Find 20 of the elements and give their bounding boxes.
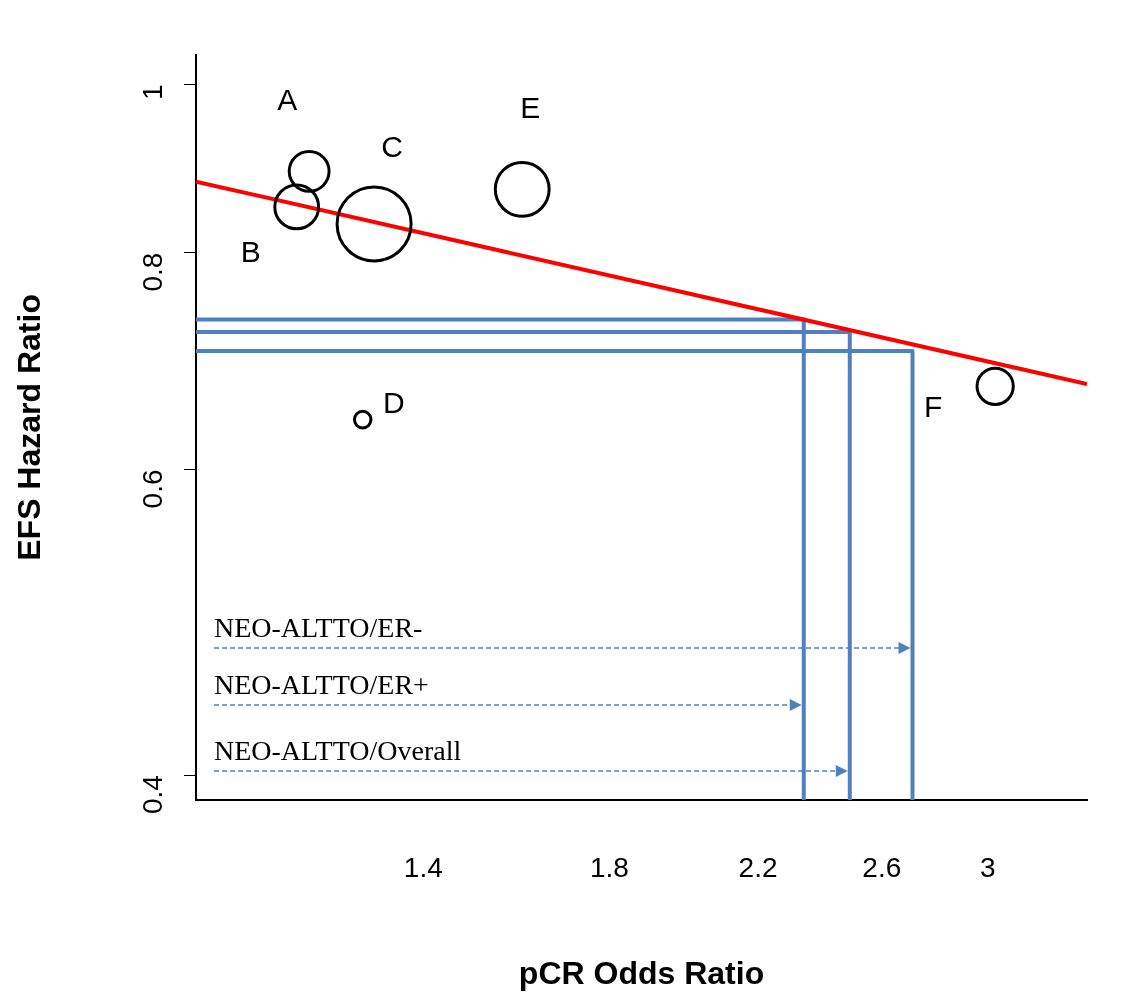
y-tick-label: 0.4 [136,775,168,815]
y-tick-label: 0.8 [136,252,168,292]
annotation: NEO-ALTTO/ER- [214,612,423,644]
annotation: C [381,130,403,164]
annotation: D [382,385,405,419]
y-axis-title: EFS Hazard Ratio [11,294,48,561]
x-axis-title: pCR Odds Ratio [518,954,765,991]
y-tick-label: 0.6 [136,469,168,509]
x-tick-label: 1.8 [589,851,629,883]
x-tick-label: 2.2 [738,851,778,883]
annotation: F [924,389,943,423]
x-tick-label: 1.4 [403,851,443,883]
annotation: B [240,235,261,269]
y-tick-label: 1 [136,84,168,100]
x-tick-label: 3 [980,851,996,883]
annotation: E [520,90,541,124]
x-tick-label: 2.6 [862,851,902,883]
annotation: NEO-ALTTO/Overall [214,735,462,767]
annotation: A [277,82,298,116]
annotation: NEO-ALTTO/ER+ [214,669,429,701]
